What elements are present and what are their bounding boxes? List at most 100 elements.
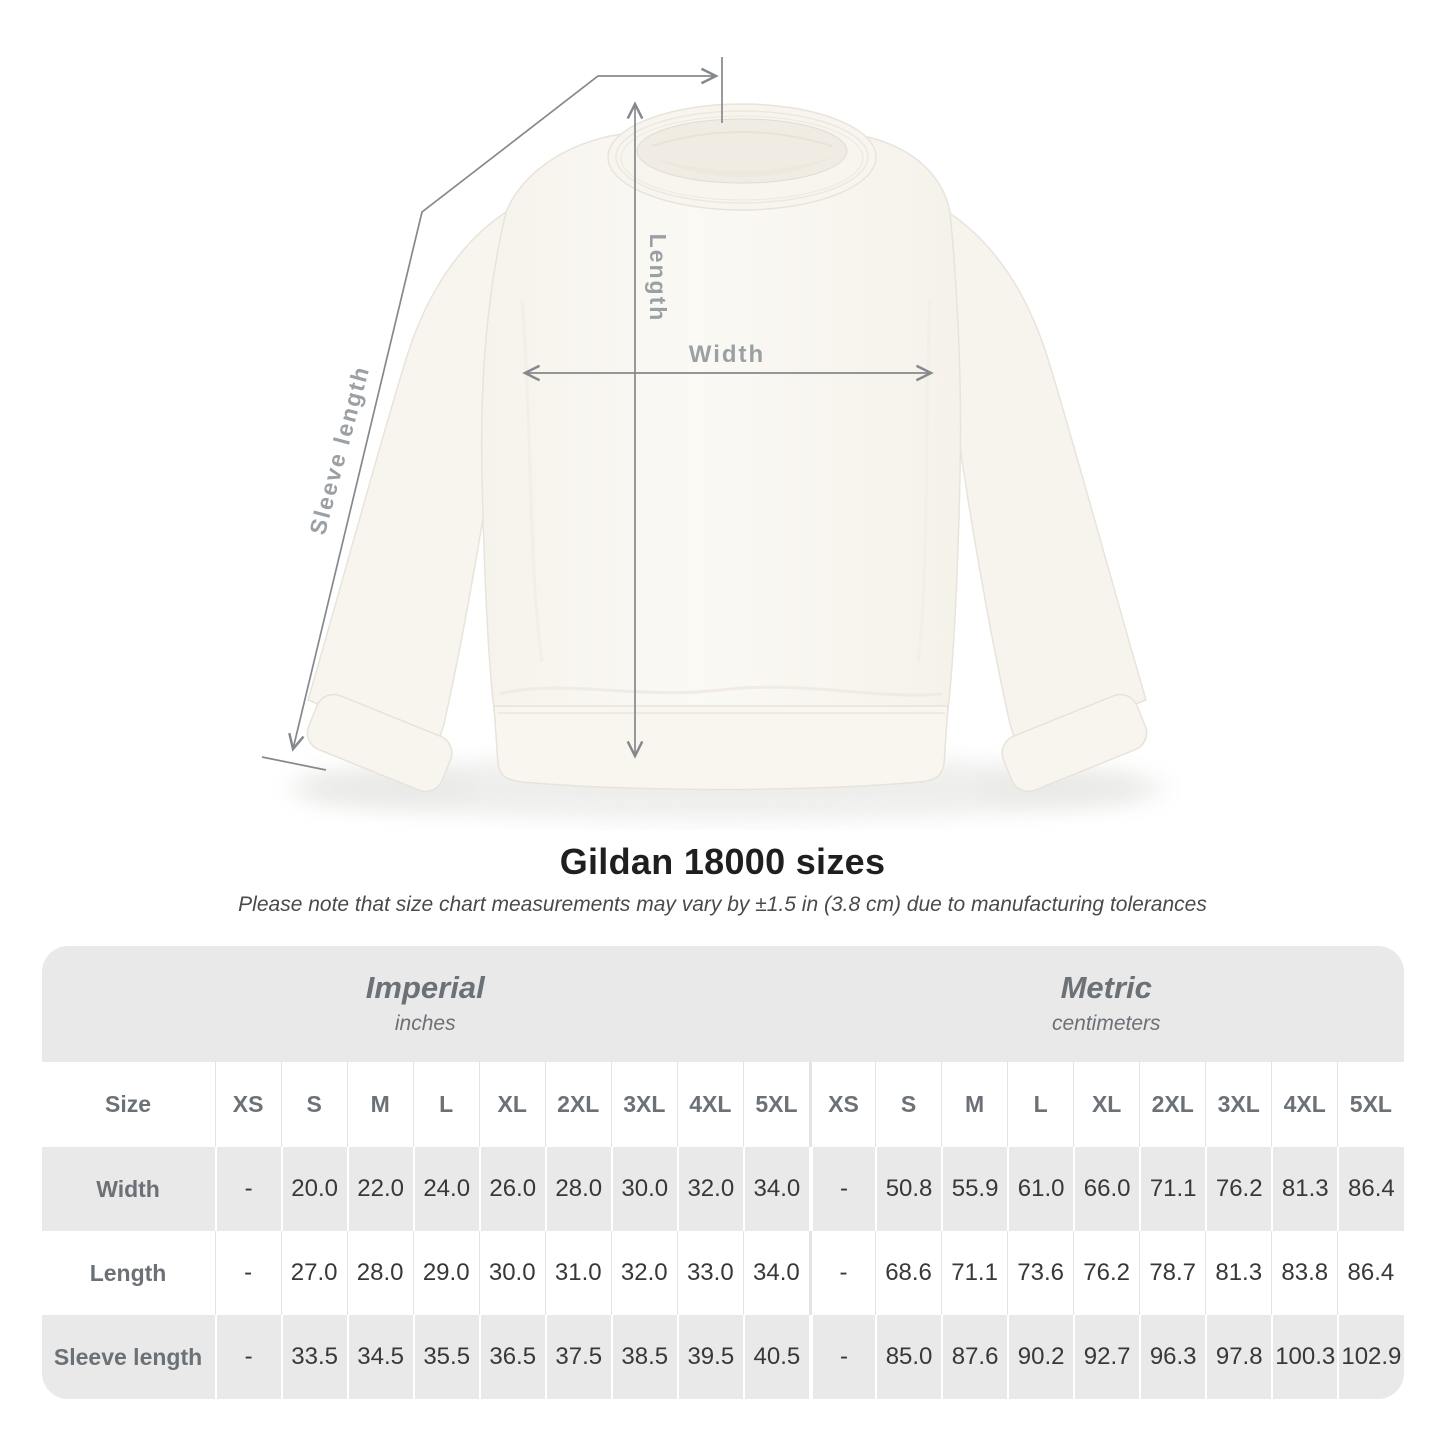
measurement-cell: 20.0: [280, 1147, 347, 1231]
measurement-cell: 33.0: [676, 1231, 743, 1315]
measurement-cell: 86.4: [1337, 1147, 1404, 1231]
size-header-cell-metric: XL: [1073, 1062, 1140, 1147]
measurement-cell: 34.5: [346, 1315, 413, 1399]
measurement-cell: 27.0: [280, 1231, 347, 1315]
sweatshirt-hem-band: [493, 705, 949, 791]
measurement-cell: 34.0: [742, 1231, 809, 1315]
size-header-cell-imperial: 3XL: [610, 1062, 677, 1147]
size-header-cell-imperial: M: [346, 1062, 413, 1147]
measurement-cell: -: [214, 1231, 281, 1315]
measurement-cell: -: [809, 1147, 876, 1231]
row-label-sleeve-length: Sleeve length: [41, 1315, 215, 1399]
measurement-cell: 96.3: [1139, 1315, 1206, 1399]
size-header-cell-metric: 3XL: [1205, 1062, 1272, 1147]
measurement-cell: 28.0: [544, 1147, 611, 1231]
measurement-cell: 76.2: [1073, 1231, 1140, 1315]
length-row: Length -27.0 28.0 29.0 30.0 31.0 32.0 33.0 34.0…: [41, 1231, 1404, 1315]
measurement-cell: 26.0: [478, 1147, 545, 1231]
measurement-cell: 30.0: [478, 1231, 545, 1315]
row-label-width: Width: [41, 1147, 215, 1231]
size-header-cell-metric: 5XL: [1337, 1062, 1404, 1147]
measurement-cell: 55.9: [941, 1147, 1008, 1231]
measurement-cell: 30.0: [610, 1147, 677, 1231]
measurement-cell: 92.7: [1073, 1315, 1140, 1399]
metric-label: Metric: [1060, 970, 1152, 1005]
measurement-lines: [261, 57, 934, 771]
metric-units-label: centimeters: [1051, 1012, 1161, 1035]
sweatshirt-body: [480, 129, 962, 711]
measurement-cell: 31.0: [544, 1231, 611, 1315]
size-header-cell-metric: 2XL: [1139, 1062, 1206, 1147]
measurement-cell: 68.6: [875, 1231, 942, 1315]
size-header-cell-metric: L: [1007, 1062, 1074, 1147]
measurement-cell: -: [809, 1231, 876, 1315]
measurement-cell: 90.2: [1007, 1315, 1074, 1399]
sweatshirt-illustration: [306, 103, 1148, 793]
size-table: Imperial inches Metric centimeters Size …: [41, 946, 1404, 1399]
measurement-cell: -: [214, 1147, 281, 1231]
sleeve-length-row: Sleeve length -33.5 34.5 35.5 36.5 37.5 38.5 3…: [41, 1315, 1404, 1399]
sweatshirt-right-sleeve: [947, 211, 1147, 751]
page-title: Gildan 18000 sizes: [559, 841, 886, 882]
measurement-cell: 32.0: [610, 1231, 677, 1315]
size-header-cell-imperial: XL: [478, 1062, 545, 1147]
measurement-cell: 81.3: [1271, 1147, 1338, 1231]
body-crease-right: [916, 299, 932, 663]
cuff-reference-tick: [261, 756, 327, 771]
size-header-cell-imperial: 4XL: [676, 1062, 743, 1147]
measurement-cell: 86.4: [1337, 1231, 1404, 1315]
size-header-cell-imperial: L: [412, 1062, 479, 1147]
measurement-cell: 29.0: [412, 1231, 479, 1315]
measurement-cell: 37.5: [544, 1315, 611, 1399]
measurement-cell: 33.5: [280, 1315, 347, 1399]
measurement-cell: 50.8: [875, 1147, 942, 1231]
measurement-cell: 32.0: [676, 1147, 743, 1231]
measurement-cell: 24.0: [412, 1147, 479, 1231]
length-label: Length: [645, 234, 671, 323]
measurement-cell: 100.3: [1271, 1315, 1338, 1399]
measurement-cell: 40.5: [742, 1315, 809, 1399]
size-header-cell-imperial: 5XL: [742, 1062, 809, 1147]
measurement-cell: 35.5: [412, 1315, 479, 1399]
imperial-label: Imperial: [365, 970, 485, 1005]
measurement-cell: 76.2: [1205, 1147, 1272, 1231]
width-label: Width: [689, 341, 765, 368]
product-diagram: Length Width Sleeve length: [261, 57, 1167, 820]
sweatshirt-collar: [607, 103, 877, 211]
size-header-cell-imperial: 2XL: [544, 1062, 611, 1147]
size-header-cell-metric: XS: [809, 1062, 876, 1147]
measurement-cell: 38.5: [610, 1315, 677, 1399]
measurement-cell: -: [214, 1315, 281, 1399]
sleeve-length-arrow: [288, 67, 719, 752]
measurement-cell: 39.5: [676, 1315, 743, 1399]
sweatshirt-right-cuff: [1001, 693, 1148, 793]
measurement-cell: 34.0: [742, 1147, 809, 1231]
size-header-cell-metric: 4XL: [1271, 1062, 1338, 1147]
measurement-cell: -: [809, 1315, 876, 1399]
unit-group-row: Imperial inches Metric centimeters: [41, 946, 1404, 1062]
unit-group-imperial: Imperial inches: [41, 946, 809, 1062]
measurement-cell: 66.0: [1073, 1147, 1140, 1231]
measurement-cell: 85.0: [875, 1315, 942, 1399]
sweatshirt-diagram-svg: Length Width Sleeve length: [261, 57, 1167, 820]
measurement-cell: 61.0: [1007, 1147, 1074, 1231]
size-header-cell-metric: S: [875, 1062, 942, 1147]
measurement-cell: 73.6: [1007, 1231, 1074, 1315]
measurement-cell: 83.8: [1271, 1231, 1338, 1315]
measurement-cell: 97.8: [1205, 1315, 1272, 1399]
unit-group-metric: Metric centimeters: [809, 946, 1404, 1062]
size-header: Size: [41, 1062, 215, 1147]
page-subtitle: Please note that size chart measurements…: [238, 893, 1207, 916]
measurement-cell: 71.1: [941, 1231, 1008, 1315]
measurement-cell: 81.3: [1205, 1231, 1272, 1315]
row-label-length: Length: [41, 1231, 215, 1315]
imperial-units-label: inches: [394, 1012, 456, 1035]
size-header-cell-imperial: XS: [214, 1062, 281, 1147]
size-header-cell-imperial: S: [280, 1062, 347, 1147]
measurement-cell: 87.6: [941, 1315, 1008, 1399]
measurement-cell: 22.0: [346, 1147, 413, 1231]
measurement-cell: 78.7: [1139, 1231, 1206, 1315]
measurement-cell: 102.9: [1337, 1315, 1404, 1399]
width-row: Width -20.0 22.0 24.0 26.0 28.0 30.0 32.0 34.0-…: [41, 1147, 1404, 1231]
measurement-cell: 71.1: [1139, 1147, 1206, 1231]
